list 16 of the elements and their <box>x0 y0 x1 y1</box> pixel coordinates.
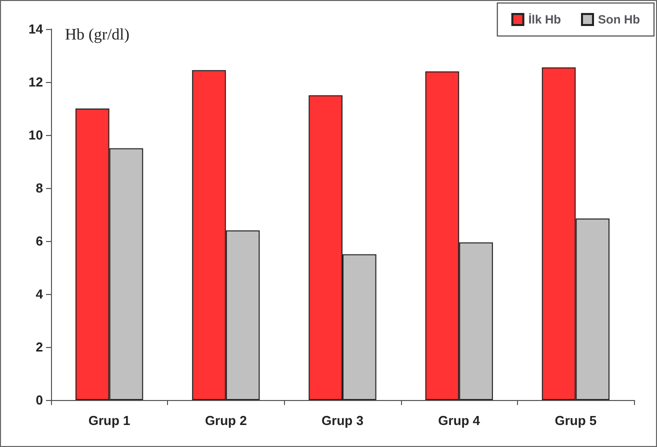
x-tick-label: Grup 2 <box>204 413 247 428</box>
x-tick-label: Grup 4 <box>438 413 481 428</box>
y-tick-label: 8 <box>36 180 43 196</box>
legend-label: Son Hb <box>598 12 640 26</box>
legend-label: İlk Hb <box>528 12 562 26</box>
y-axis-title: Hb (gr/dl) <box>65 26 130 44</box>
y-tick-label: 12 <box>28 74 43 90</box>
y-tick-label: 2 <box>36 340 43 354</box>
x-tick-label: Grup 3 <box>322 413 364 428</box>
y-tick-label: 0 <box>36 392 43 408</box>
x-tick-label: Grup 1 <box>88 413 130 428</box>
x-tick-label: Grup 5 <box>554 413 597 428</box>
y-tick-label: 10 <box>28 128 43 142</box>
y-tick-label: 6 <box>36 234 43 248</box>
y-tick-label: 14 <box>28 22 44 36</box>
y-tick-label: 4 <box>36 286 44 302</box>
